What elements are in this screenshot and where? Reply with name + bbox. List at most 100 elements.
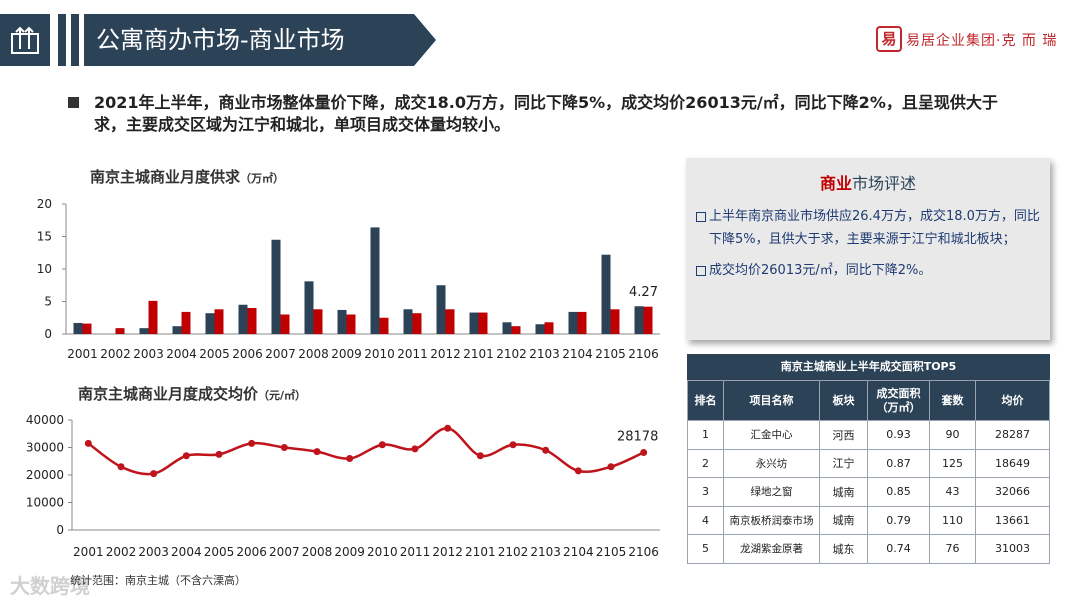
bar [577,311,587,334]
header-cell: 项目名称 [723,380,820,421]
table-caption: 南京主城商业上半年成交面积TOP5 [687,354,1050,380]
bar [511,326,521,334]
square-bullet-icon [68,97,79,108]
table-cell: 0.85 [867,477,930,507]
price-chart-title: 南京主城商业月度成交均价（元/㎡） [78,383,306,404]
y-tick-label: 0 [44,327,52,341]
header-cell: 成交面积（万㎡） [867,380,930,421]
x-tick-label: 2011 [400,545,431,559]
review-item-text: 成交均价26013元/㎡，同比下降2%。 [709,263,932,278]
bar [436,285,446,334]
header-bar [84,14,414,66]
x-tick-label: 2101 [465,545,496,559]
x-tick-label: 2101 [463,347,494,361]
bar [346,314,356,334]
bar [535,324,545,334]
page-title: 公寓商办市场-商业市场 [96,26,345,54]
checkbox-bullet-icon [696,266,706,276]
y-tick-label: 0 [56,523,64,537]
header-cell: 板块 [819,380,868,421]
x-tick-label: 2002 [106,545,137,559]
bar [544,322,554,334]
x-tick-label: 2001 [67,347,98,361]
data-point [444,424,452,432]
bar [205,313,215,334]
bar [568,311,578,334]
bar [82,323,92,334]
table-cell: 江宁 [819,448,868,478]
x-tick-label: 2006 [232,347,263,361]
bar [370,227,380,334]
chart-title-text: 南京主城商业月度成交均价 [78,385,259,403]
bar [115,328,125,334]
table-cell: 110 [929,505,976,535]
header-cell: 套数 [929,380,976,421]
bar [478,312,488,334]
data-label: 28178 [617,430,658,445]
x-tick-label: 2106 [628,545,659,559]
header-cell: 均价 [975,380,1050,421]
header-cell: 排名 [687,380,724,421]
summary-paragraph: 2021年上半年，商业市场整体量价下降，成交18.0万方，同比下降5%，成交均价… [68,92,1008,136]
review-title-highlight: 商业 [819,174,852,193]
review-title: 商业市场评述 [686,170,1050,194]
summary-text: 2021年上半年，商业市场整体量价下降，成交18.0万方，同比下降5%，成交均价… [94,93,998,134]
table-cell: 城南 [819,505,868,535]
table-cell: 河西 [819,420,868,450]
bar [412,313,422,334]
series-line [87,427,645,476]
table-cell: 13661 [975,505,1050,535]
x-tick-label: 2102 [496,347,527,361]
upload-chart-icon [11,26,39,54]
header-arrow [414,14,436,66]
data-point [346,455,354,462]
x-tick-label: 2104 [562,347,593,361]
bar [304,281,314,334]
bar [247,308,257,334]
table-cell: 5 [687,534,724,564]
data-point [607,463,615,471]
table-cell: 0.93 [867,420,930,450]
data-point [476,452,484,460]
review-item: 上半年南京商业市场供应26.4万方，成交18.0万方，同比下降5%，且供大于求，… [696,205,1040,251]
x-tick-label: 2010 [364,347,395,361]
table-cell: 0.74 [867,534,930,564]
x-tick-label: 2105 [595,347,626,361]
watermark: 大数跨境 [10,574,90,598]
x-tick-label: 2102 [498,545,529,559]
data-point [542,446,550,454]
x-tick-label: 2008 [298,347,329,361]
table-cell: 南京板桥润泰市场 [723,505,820,535]
table-cell: 城东 [819,534,868,564]
table-cell: 18649 [975,448,1050,478]
review-item-text: 上半年南京商业市场供应26.4万方，成交18.0万方，同比下降5%，且供大于求，… [709,209,1040,247]
bar [172,326,182,334]
x-tick-label: 2004 [171,545,202,559]
data-point [574,467,582,475]
data-point [248,439,256,447]
table-cell: 76 [929,534,976,564]
footer-note: 统计范围：南京主城（不含六溧高） [70,574,246,587]
bar [502,322,512,334]
x-tick-label: 2012 [432,545,463,559]
table-cell: 3 [687,477,724,507]
x-tick-label: 2007 [265,347,296,361]
bar [280,314,290,334]
x-tick-label: 2010 [367,545,398,559]
bar [214,309,224,334]
table-cell: 城南 [819,477,868,507]
review-item: 成交均价26013元/㎡，同比下降2%。 [696,259,1040,282]
table-cell: 28287 [975,420,1050,450]
bar [139,328,149,334]
bar [148,300,158,334]
x-tick-label: 2005 [204,545,235,559]
bar [601,254,611,334]
x-tick-label: 2011 [397,347,428,361]
table-cell: 43 [929,477,976,507]
data-point [313,448,321,456]
bar [73,322,83,334]
x-tick-label: 2001 [73,545,104,559]
data-point [215,450,223,458]
chart-unit: （元/㎡） [258,389,307,402]
